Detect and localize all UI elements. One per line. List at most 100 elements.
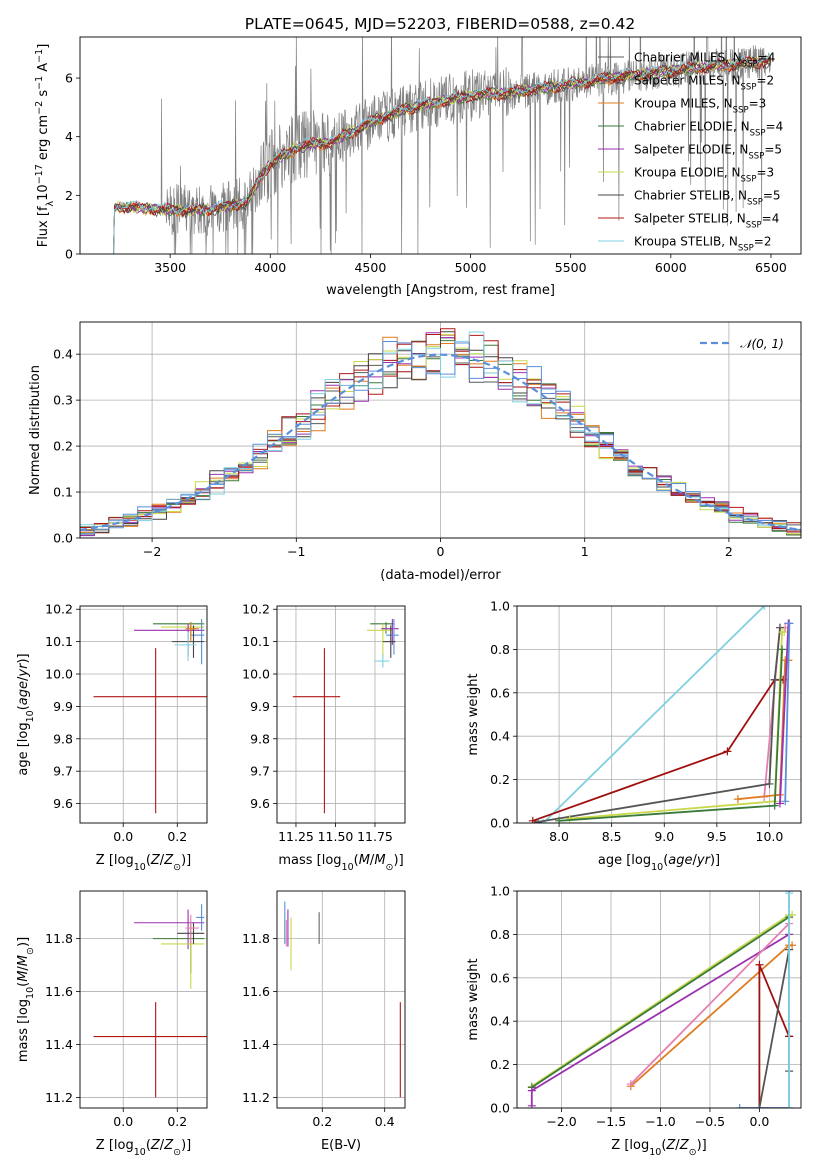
mass-weight-series-1 <box>542 606 765 823</box>
residuals-plot-area <box>80 328 801 537</box>
y-tick-label: 11.4 <box>45 1037 73 1052</box>
age-vs-mass-panel: 11.25 11.50 11.75 9.6 9.7 9.8 9.9 10.0 10.1 10.2 m… <box>242 602 406 873</box>
data-point-errorbar <box>292 648 341 814</box>
data-point-errorbar <box>93 648 207 814</box>
axes-frame <box>79 321 802 539</box>
x-tick-label: −1.0 <box>645 1114 675 1129</box>
mass-weight-marker <box>765 779 774 788</box>
y-tick-label: 0.4 <box>53 347 73 362</box>
x-tick-label: 5500 <box>555 260 587 275</box>
mass-weight-marker <box>735 1104 744 1108</box>
y-tick-label: 0.2 <box>53 439 73 454</box>
y-tick-label: 10.1 <box>242 634 270 649</box>
x-tick-label: 0 <box>437 544 445 559</box>
mass-weight-series-2 <box>531 916 790 1089</box>
mass-weight-marker <box>781 797 790 806</box>
mass-weight-marker <box>785 619 794 628</box>
weight-vs-z-panel: −2.0 −1.5 −1.0 −0.5 0.0 0.0 0.2 0.4 0.6 0.8 1.0 Z [… <box>466 884 802 1158</box>
axes-frame <box>79 890 208 1109</box>
spectrum-plot-area <box>111 37 772 254</box>
data-point-errorbar <box>370 622 394 634</box>
mass-weight-marker <box>775 623 784 632</box>
data-point-errorbar <box>152 622 205 634</box>
x-axis-label: mass [log10(M/M⊙)] <box>278 853 403 873</box>
y-axis-label: Normed distribution <box>28 365 43 495</box>
data-point-errorbar <box>382 625 396 658</box>
x-axis-label: E(B-V) <box>321 1138 361 1153</box>
mass-weight-series-8 <box>784 623 791 802</box>
legend-entry: Kroupa ELODIE, NSSP=3 <box>634 166 774 185</box>
gaussian-curve <box>80 353 801 531</box>
age-vs-z-plot-area <box>93 618 207 814</box>
x-axis-label: Z [log10(Z/Z⊙)] <box>96 1138 191 1158</box>
mass-weight-marker <box>785 1104 794 1108</box>
x-tick-label: 9.0 <box>654 829 674 844</box>
legend-entry: Chabrier ELODIE, NSSP=4 <box>634 120 783 139</box>
y-tick-label: 9.7 <box>250 764 270 779</box>
data-point-errorbar <box>161 623 205 641</box>
x-tick-label: 0.2 <box>167 1114 187 1129</box>
mass-weight-series-9 <box>559 649 783 822</box>
residual-histogram <box>80 341 801 535</box>
y-tick-label: 9.8 <box>53 731 73 746</box>
y-tick-label: 11.6 <box>45 984 73 999</box>
y-tick-label: 0.2 <box>490 1057 510 1072</box>
legend-entry: Salpeter MILES, NSSP=2 <box>634 74 774 93</box>
x-tick-label: 4500 <box>354 260 386 275</box>
x-axis-label: Z [log10(Z/Z⊙)] <box>96 853 191 873</box>
mass-weight-marker <box>770 675 779 684</box>
mass-weight-series-8 <box>739 891 790 1108</box>
y-axis-label: mass weight <box>466 673 481 755</box>
mass-weight-marker <box>723 747 732 756</box>
legend-entry: Salpeter ELODIE, NSSP=5 <box>634 143 782 162</box>
mass-weight-marker <box>780 628 789 637</box>
y-tick-label: 9.9 <box>53 699 73 714</box>
spectrum-panel: 3500 4000 4500 5000 5500 6000 6500 0 2 4 6 Chabrier… <box>34 36 802 298</box>
x-axis-label: (data-model)/error <box>380 568 501 583</box>
legend-entry: Kroupa STELIB, NSSP=2 <box>634 235 772 254</box>
y-tick-label: 0.8 <box>490 642 510 657</box>
x-axis-label: wavelength [Angstrom, rest frame] <box>326 283 555 298</box>
x-tick-label: 0.0 <box>113 1114 133 1129</box>
mass-weight-marker <box>527 1101 536 1108</box>
x-tick-label: 8.0 <box>549 829 569 844</box>
y-tick-label: 0 <box>65 247 73 262</box>
y-tick-label: 9.6 <box>250 796 270 811</box>
y-tick-label: 6 <box>65 71 73 86</box>
x-tick-label: 4000 <box>254 260 286 275</box>
y-tick-label: 0.0 <box>53 531 73 546</box>
data-point-errorbar <box>93 1002 207 1098</box>
mass-weight-marker <box>775 799 784 808</box>
mass-weight-marker <box>733 795 742 804</box>
weight-vs-age-plot-area <box>528 606 794 823</box>
y-tick-label: 10.0 <box>242 667 270 682</box>
y-tick-label: 0.2 <box>490 772 510 787</box>
x-tick-label: −2.0 <box>546 1114 576 1129</box>
data-point-errorbar <box>152 922 205 974</box>
y-tick-label: 0.6 <box>490 685 510 700</box>
y-tick-label: 0.6 <box>490 970 510 985</box>
model-spectrum-9 <box>111 53 772 254</box>
y-tick-label: 0.4 <box>490 729 510 744</box>
x-tick-label: 8.5 <box>602 829 622 844</box>
data-point-errorbar <box>374 654 390 668</box>
x-tick-label: 10.0 <box>756 829 784 844</box>
age-vs-mass-plot-area <box>292 618 399 814</box>
legend-entry: Chabrier MILES, NSSP=4 <box>634 51 775 70</box>
y-tick-label: 11.2 <box>242 1090 270 1105</box>
y-tick-label: 11.6 <box>242 984 270 999</box>
x-axis-label: Z [log10(Z/Z⊙)] <box>611 1138 706 1158</box>
x-axis-label: age [log10(age/yr)] <box>598 853 720 873</box>
mass-vs-ebv-plot-area <box>284 901 401 1098</box>
legend-entry: Kroupa MILES, NSSP=3 <box>634 97 766 116</box>
mass-weight-series-7 <box>779 623 790 804</box>
legend-entry: Chabrier STELIB, NSSP=5 <box>634 189 781 208</box>
axes-frame <box>79 36 802 255</box>
y-tick-label: 0.4 <box>490 1014 510 1029</box>
y-tick-label: 9.7 <box>53 764 73 779</box>
y-tick-label: 0.1 <box>53 485 73 500</box>
x-tick-label: 3500 <box>154 260 186 275</box>
x-tick-label: 2 <box>725 544 733 559</box>
data-point-errorbar <box>196 904 205 931</box>
